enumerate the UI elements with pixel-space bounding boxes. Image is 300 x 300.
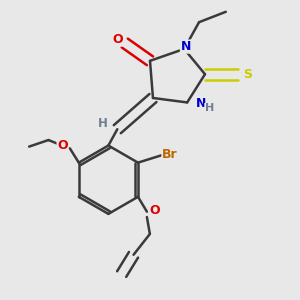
Text: Br: Br bbox=[162, 148, 178, 161]
Text: O: O bbox=[149, 204, 160, 217]
Text: H: H bbox=[205, 103, 214, 113]
Text: O: O bbox=[112, 33, 123, 46]
Text: N: N bbox=[181, 40, 191, 53]
Text: N: N bbox=[196, 98, 207, 110]
Text: S: S bbox=[243, 68, 252, 81]
Text: O: O bbox=[57, 140, 68, 152]
Text: H: H bbox=[98, 117, 108, 130]
